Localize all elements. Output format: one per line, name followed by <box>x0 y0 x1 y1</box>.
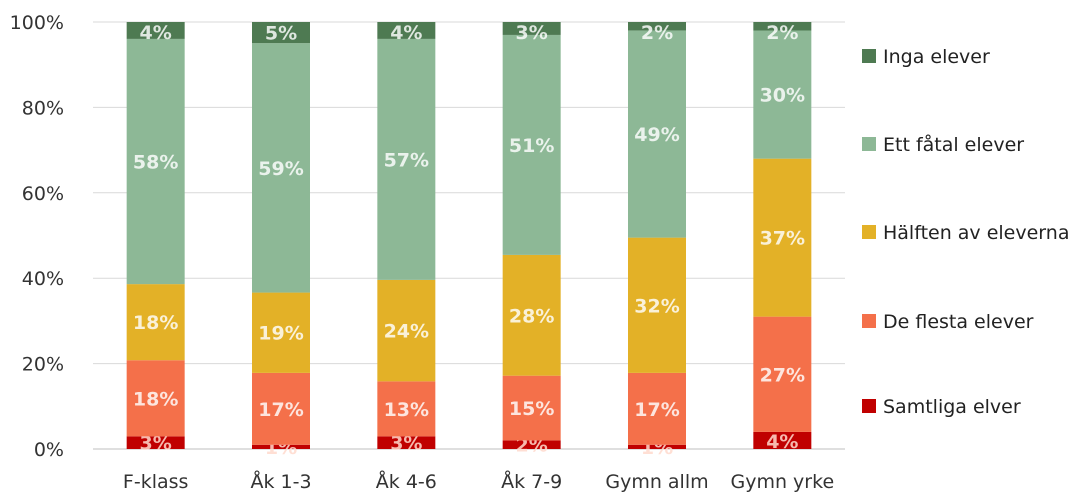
bar-segment <box>126 38 185 285</box>
legend-item: Samtliga elver <box>862 396 1021 418</box>
legend-item: Inga elever <box>862 46 990 68</box>
bar-segment <box>377 381 436 437</box>
legend-label: Ett fåtal elever <box>883 133 1024 156</box>
data-label: 3% <box>390 433 422 455</box>
data-label: 2% <box>641 22 673 44</box>
x-tick-label: F-klass <box>123 471 189 493</box>
x-tick-label: Gymn yrke <box>731 471 835 493</box>
bar-segment <box>502 22 561 35</box>
bar-segment <box>753 22 812 31</box>
bar-segment <box>126 436 185 449</box>
data-label: 5% <box>265 23 297 45</box>
bar-segment <box>377 436 436 449</box>
bar-segment <box>377 38 436 280</box>
y-tick-label: 20% <box>22 354 64 376</box>
bar-segment <box>502 34 561 255</box>
legend-swatch <box>862 225 876 239</box>
data-label: 58% <box>133 152 178 174</box>
y-tick-label: 0% <box>34 439 64 461</box>
bar-segment <box>628 444 686 449</box>
legend-swatch <box>862 137 876 151</box>
bar-segment <box>628 372 686 445</box>
bar-segment <box>753 431 812 449</box>
data-label: 17% <box>258 399 303 421</box>
legend-item: Ett fåtal elever <box>862 133 1024 156</box>
x-tick-label: Åk 4-6 <box>376 470 437 493</box>
x-tick-label: Åk 1-3 <box>250 470 311 493</box>
legend-swatch <box>862 399 876 413</box>
data-label: 49% <box>634 124 679 146</box>
data-label: 15% <box>509 398 554 420</box>
data-label: 57% <box>384 149 429 171</box>
bar-segment <box>126 360 185 437</box>
data-label: 24% <box>384 321 429 343</box>
legend-label: Samtliga elver <box>883 396 1021 418</box>
y-axis-ticks: 0% 20% 40% 60% 80% 100% <box>10 12 64 461</box>
data-label: 13% <box>384 399 429 421</box>
data-label: 27% <box>760 364 805 386</box>
data-label: 17% <box>634 399 679 421</box>
bar-stack: 1%17%32%49%2% <box>628 22 686 459</box>
data-label: 19% <box>258 323 303 345</box>
data-label: 3% <box>140 433 172 455</box>
data-label: 28% <box>509 305 554 327</box>
legend-item: Hälften av eleverna <box>862 222 1069 244</box>
legend: Samtliga elver De flesta elever Hälften av… <box>862 46 1069 418</box>
bar-stack: 4% 27% 37% 30% 2% <box>753 22 812 453</box>
bar-segment <box>753 158 812 317</box>
legend-label: Hälften av eleverna <box>883 222 1069 244</box>
data-label: 18% <box>133 312 178 334</box>
bar-segment <box>753 30 812 159</box>
bar-segment <box>502 375 561 441</box>
bar-segment <box>628 237 686 373</box>
x-axis-ticks: F-klass Åk 1-3 Åk 4-6 Åk 7-9 Gymn allm Gymn y… <box>123 470 834 493</box>
data-label: 4% <box>140 22 172 44</box>
gridlines <box>93 21 845 450</box>
legend-label: De flesta elever <box>883 311 1034 333</box>
y-tick-label: 80% <box>22 97 64 119</box>
bar-segment <box>252 43 310 293</box>
data-label: 30% <box>760 85 805 107</box>
y-tick-label: 100% <box>10 12 64 34</box>
legend-swatch <box>862 314 876 328</box>
bar-segment <box>126 284 185 361</box>
data-label: 18% <box>133 388 178 410</box>
bar-stack: 1%17%19%59%5% <box>252 22 310 459</box>
bar-segment <box>252 444 310 449</box>
bar-segment <box>377 279 436 382</box>
legend-label: Inga elever <box>883 46 990 68</box>
bar-stacks: 3%18%18%58%4%1%17%19%59%5%3%13%24%57%4%2… <box>126 22 812 459</box>
data-label: 59% <box>258 158 303 180</box>
data-label: 3% <box>516 22 548 44</box>
data-label: 32% <box>634 295 679 317</box>
bar-segment <box>252 372 310 445</box>
bar-segment <box>252 22 310 44</box>
bar-segment <box>502 440 561 449</box>
bar-segment <box>753 316 812 432</box>
legend-item: De flesta elever <box>862 311 1034 333</box>
data-label: 4% <box>766 431 798 453</box>
bar-segment <box>502 254 561 376</box>
bar-segment <box>628 22 686 31</box>
y-tick-label: 60% <box>22 183 64 205</box>
x-tick-label: Åk 7-9 <box>501 470 562 493</box>
y-tick-label: 40% <box>22 268 64 290</box>
bar-stack: 2%15%28%51%3% <box>502 22 561 457</box>
data-label: 37% <box>760 228 805 250</box>
data-label: 4% <box>390 22 422 44</box>
bar-segment <box>377 22 436 39</box>
data-label: 51% <box>509 135 554 157</box>
bar-stack: 3% 18% 18% 58% 4% <box>126 22 185 455</box>
bar-segment <box>252 292 310 373</box>
x-tick-label: Gymn allm <box>605 471 708 493</box>
bar-segment <box>628 30 686 238</box>
bar-segment <box>126 22 185 39</box>
data-label: 2% <box>766 22 798 44</box>
bar-stack: 3% 13% 24% 57% 4% <box>377 22 436 455</box>
legend-swatch <box>862 49 876 63</box>
